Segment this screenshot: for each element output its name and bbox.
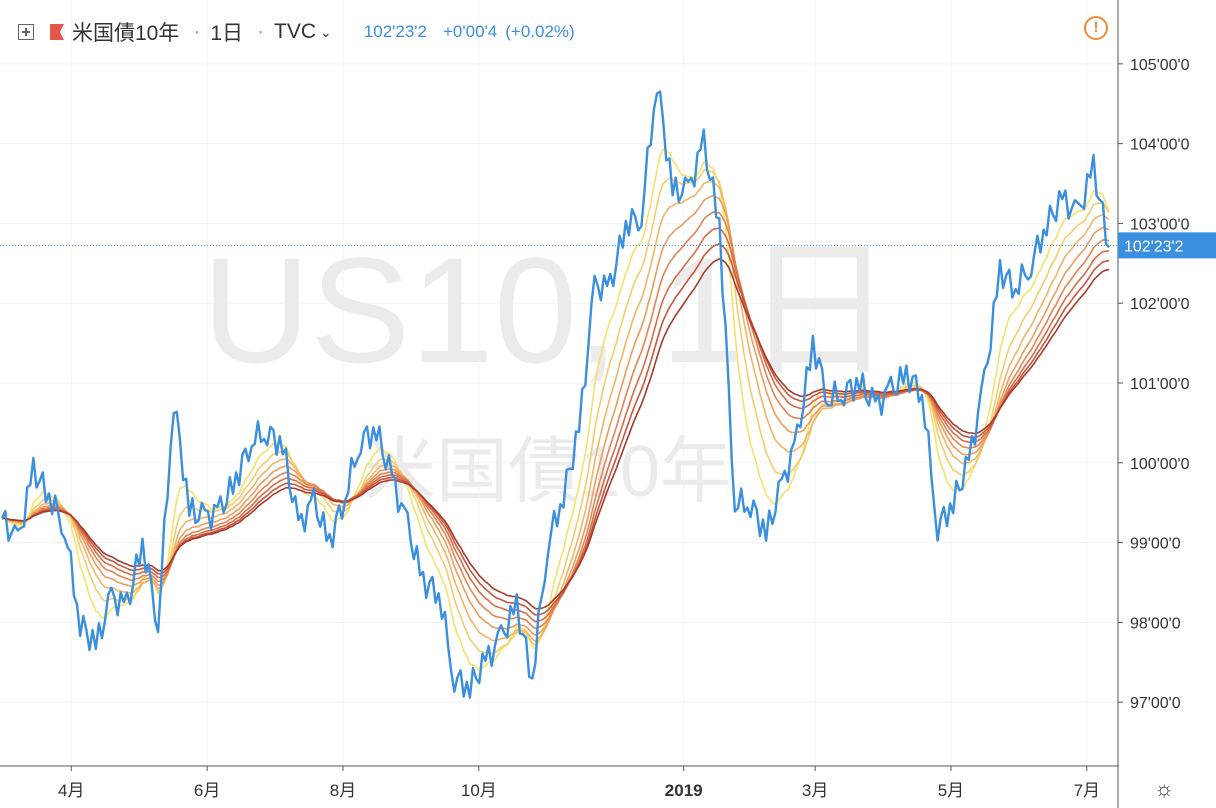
- y-tick-label: 100'00'0: [1130, 456, 1190, 473]
- interval-label[interactable]: 1日: [210, 22, 244, 45]
- y-tick-label: 105'00'0: [1130, 57, 1190, 74]
- y-tick-label: 98'00'0: [1130, 615, 1181, 632]
- price-line: [1, 90, 1111, 699]
- watermark-line1: US10, 1日: [202, 226, 894, 394]
- last-price-marker: 102'23'2: [0, 232, 1216, 259]
- chevron-down-icon: ⌄: [320, 23, 332, 40]
- x-tick-label: 5月: [938, 781, 964, 800]
- last-price-badge-label: 102'23'2: [1124, 238, 1184, 255]
- x-tick-label: 10月: [461, 781, 497, 800]
- x-tick-label: 3月: [802, 781, 828, 800]
- y-tick-label: 102'00'0: [1130, 296, 1190, 313]
- x-tick-label: 2019: [665, 781, 703, 800]
- ema-ribbon-line: [2, 258, 1110, 610]
- y-tick-label: 104'00'0: [1130, 137, 1190, 154]
- y-tick-label: 99'00'0: [1130, 536, 1181, 553]
- x-tick-label: 7月: [1074, 781, 1100, 800]
- change-text: +0'00'4: [443, 22, 498, 41]
- plus-square-icon[interactable]: [18, 24, 34, 40]
- x-tick-label: 8月: [330, 781, 356, 800]
- last-price-text: 102'23'2: [363, 22, 427, 41]
- chart-header: 米国債10年 · 1日 · TVC ⌄ 102'23'2 +0'00'4 (+0…: [18, 18, 575, 46]
- y-tick-label: 101'00'0: [1130, 376, 1190, 393]
- watermark: US10, 1日 米国債10年: [202, 226, 894, 512]
- x-tick-label: 6月: [194, 781, 220, 800]
- y-tick-label: 103'00'0: [1130, 216, 1190, 233]
- x-tick-label: 4月: [58, 781, 84, 800]
- source-selector[interactable]: TVC ⌄: [274, 20, 332, 44]
- source-label: TVC: [274, 20, 317, 43]
- separator-dot: ·: [257, 20, 265, 43]
- flag-icon[interactable]: [50, 24, 64, 40]
- x-axis-ticks: 4月 6月 8月 10月 2019 3月 5月 7月: [58, 766, 1100, 800]
- separator-dot: ·: [193, 20, 201, 43]
- y-tick-label: 97'00'0: [1130, 695, 1181, 712]
- axes: [0, 0, 1119, 808]
- grid: [0, 0, 1118, 766]
- price-series: [1, 90, 1111, 699]
- change-percent-text: (+0.02%): [505, 22, 575, 41]
- exclamation-circle-icon[interactable]: !: [1084, 16, 1108, 40]
- last-price-badge: [1118, 232, 1216, 259]
- y-axis-ticks: 97'00'0 98'00'0 99'00'0 100'00'0 101'00'0 102…: [1118, 57, 1190, 712]
- gear-icon[interactable]: ☼: [1154, 776, 1175, 801]
- symbol-name[interactable]: 米国債10年: [72, 22, 180, 45]
